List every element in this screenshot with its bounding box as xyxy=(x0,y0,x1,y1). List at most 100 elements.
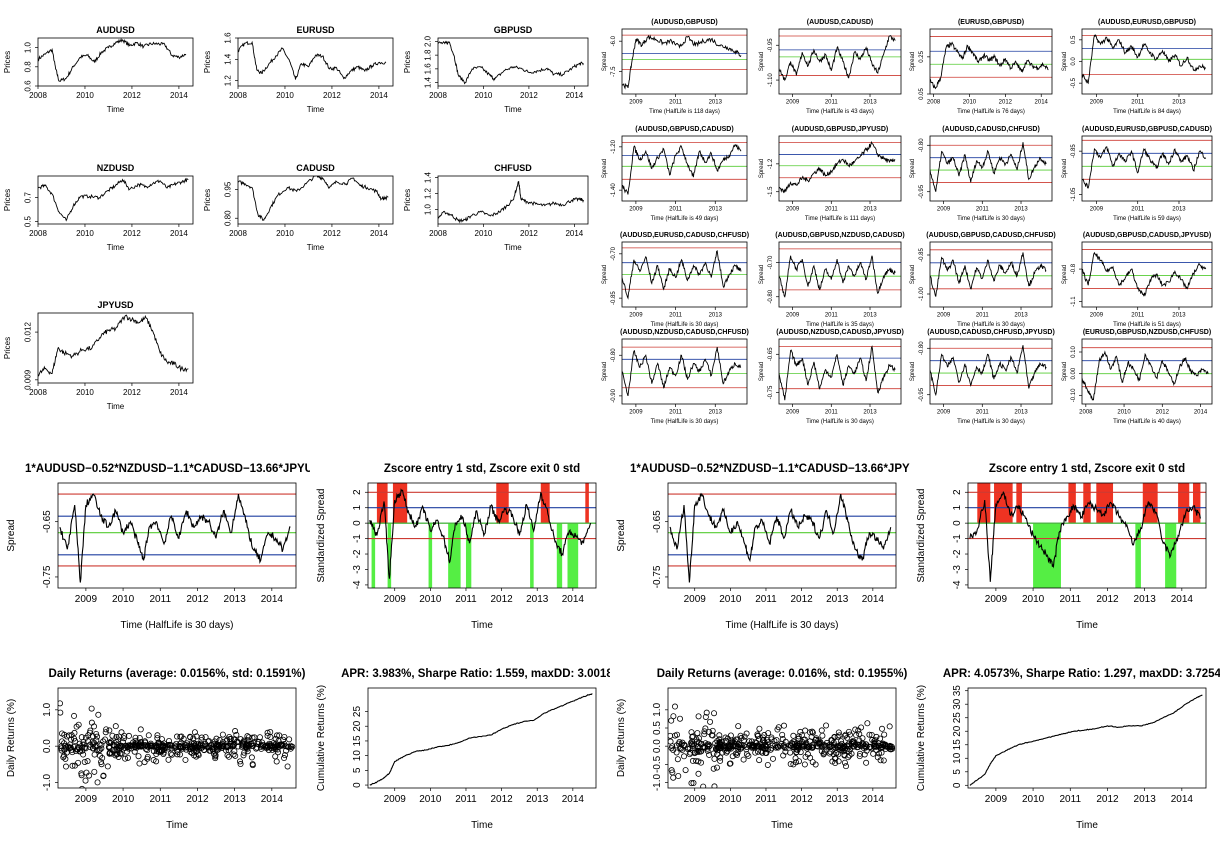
return-point xyxy=(850,739,857,746)
chart-s4: (AUDUSD,EURUSD,GBPUSD) -0.5 0.0 0.5 2009 2011… xyxy=(1062,19,1213,115)
return-point xyxy=(79,741,86,748)
return-point xyxy=(212,741,219,748)
series-line xyxy=(930,41,1049,90)
return-point xyxy=(768,734,775,741)
x-tick-label: 2012 xyxy=(123,91,141,100)
y-tick-label: 0 xyxy=(352,782,363,788)
chart-b1: 1*AUDUSD−0.52*NZDUSD−1.1*CADUSD−13.66*JP… xyxy=(6,463,310,631)
plot-frame xyxy=(1081,241,1213,308)
y-tick-label: -0.95 xyxy=(919,184,925,198)
x-tick-label: 2014 xyxy=(261,794,284,805)
y-tick-label: 1.4 xyxy=(424,171,433,183)
return-point xyxy=(823,722,830,729)
return-point xyxy=(72,738,79,745)
return-point xyxy=(226,734,233,741)
plot-frame xyxy=(778,338,902,405)
return-point xyxy=(237,761,244,768)
return-point xyxy=(868,731,875,738)
plot-frame xyxy=(621,241,748,308)
series-line xyxy=(669,492,892,583)
return-point xyxy=(219,741,226,748)
x-tick-label: 2008 xyxy=(429,91,447,100)
x-tick-label: 2012 xyxy=(520,91,538,100)
x-tick-label: 2008 xyxy=(927,100,941,106)
x-tick-label: 2009 xyxy=(937,207,951,213)
short-position-fill xyxy=(994,483,1013,524)
plot-frame xyxy=(929,135,1053,202)
return-point xyxy=(103,726,110,733)
returns-scatter xyxy=(58,700,296,788)
chart-p_eur: EURUSD 1.2 1.4 1.6 2008 2010 2012 2014 Time Price… xyxy=(203,25,394,114)
plot-frame xyxy=(237,37,394,87)
return-point xyxy=(121,744,128,751)
x-axis-label: Time (HalfLife is 118 days) xyxy=(649,109,720,115)
return-point xyxy=(249,761,256,768)
x-tick-label: 2014 xyxy=(170,388,188,397)
plot-frame xyxy=(37,312,194,384)
return-point xyxy=(809,729,816,736)
y-axis-label: Spread xyxy=(910,52,916,71)
y-tick-label: -0.85 xyxy=(1071,144,1077,158)
x-tick-label: 2013 xyxy=(1172,313,1186,319)
return-point xyxy=(190,748,197,755)
return-point xyxy=(688,739,695,746)
short-position-fill xyxy=(977,483,991,524)
return-point xyxy=(845,728,852,735)
return-point xyxy=(87,744,94,751)
return-point xyxy=(668,745,675,752)
return-point xyxy=(725,745,732,752)
return-point xyxy=(795,733,802,740)
return-point xyxy=(841,759,848,766)
return-point xyxy=(241,749,248,756)
series-line xyxy=(1082,251,1207,297)
return-point xyxy=(141,759,148,766)
return-point xyxy=(188,740,195,747)
return-point xyxy=(711,710,718,717)
y-axis-label: Spread xyxy=(759,362,765,381)
return-point xyxy=(868,745,875,752)
return-point xyxy=(174,751,181,758)
return-point xyxy=(178,739,185,746)
return-point xyxy=(835,729,842,736)
y-tick-label: -0.80 xyxy=(611,348,617,362)
x-tick-label: 2011 xyxy=(755,594,777,605)
return-point xyxy=(281,733,288,740)
return-point xyxy=(700,783,707,788)
y-tick-label: -0.75 xyxy=(768,385,774,399)
y-tick-label: 5 xyxy=(352,767,363,773)
return-point xyxy=(84,758,91,765)
return-point xyxy=(82,777,89,784)
x-tick-label: 2011 xyxy=(455,594,477,605)
x-tick-label: 2009 xyxy=(1090,100,1104,106)
return-point xyxy=(722,745,729,752)
return-point xyxy=(145,744,152,751)
return-point xyxy=(673,742,680,749)
return-point xyxy=(225,753,232,760)
x-tick-label: 2012 xyxy=(1096,594,1119,605)
y-axis-label: Spread xyxy=(759,52,765,71)
chart-title: (AUDUSD,GBPUSD,JPYUSD) xyxy=(792,126,888,133)
return-point xyxy=(846,731,853,738)
y-axis-label: Prices xyxy=(3,337,12,359)
y-tick-label: 1.0 xyxy=(424,203,433,215)
return-point xyxy=(273,740,280,747)
return-point xyxy=(759,744,766,751)
return-point xyxy=(877,735,884,742)
return-point xyxy=(763,749,770,756)
x-tick-label: 2014 xyxy=(862,794,885,805)
y-tick-label: -0.10 xyxy=(1071,388,1077,402)
chart-p_nzd: NZDUSD 0.5 0.7 2008 2010 2012 2014 Time Prices xyxy=(3,163,194,252)
x-axis-label: Time (HalfLife is 35 days) xyxy=(806,322,874,328)
y-axis-label: Cumulative Returns (%) xyxy=(316,685,327,791)
return-point xyxy=(242,743,249,750)
x-tick-label: 2011 xyxy=(976,313,990,319)
return-point xyxy=(58,738,65,745)
chart-s7: (AUDUSD,CADUSD,CHFUSD) -0.95 -0.80 2009 2011… xyxy=(910,126,1053,222)
y-tick-label: -0.80 xyxy=(919,341,925,355)
return-point xyxy=(150,748,157,755)
return-point xyxy=(753,743,760,750)
return-point xyxy=(159,742,166,749)
series-line xyxy=(969,490,1201,582)
series-line xyxy=(779,255,896,298)
x-tick-label: 2013 xyxy=(526,794,549,805)
